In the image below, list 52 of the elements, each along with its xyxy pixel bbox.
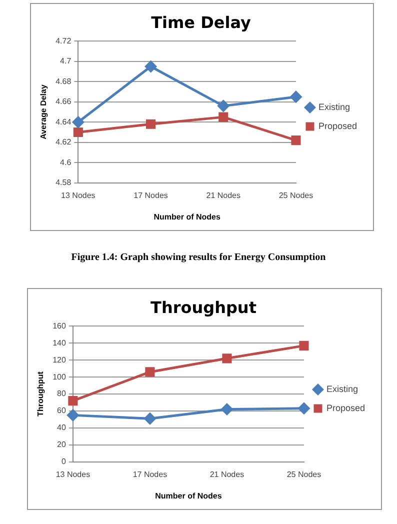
legend-label: Proposed: [326, 402, 366, 413]
y-tick-label: 4.66: [56, 97, 72, 106]
point: [218, 100, 230, 112]
x-tick-label: 25 Nodes: [278, 190, 314, 200]
y-tick-label: 160: [52, 321, 66, 330]
x-tick-label: 13 Nodes: [56, 470, 90, 479]
point: [146, 119, 156, 129]
x-axis-title: Number of Nodes: [155, 491, 222, 500]
y-tick-label: 4.58: [56, 178, 72, 188]
legend-label: Existing: [318, 102, 350, 112]
x-tick-label: 17 Nodes: [132, 470, 168, 479]
y-tick-label: 4.62: [56, 138, 72, 147]
caption: Figure 1.4: Graph showing results for Energy Consumption: [70, 252, 327, 263]
x-axis-title: Number of Nodes: [154, 212, 221, 222]
y-tick-label: 20: [57, 440, 66, 450]
y-tick-label: 40: [57, 423, 66, 432]
point: [221, 404, 233, 416]
y-tick-label: 140: [52, 338, 66, 348]
y-tick-label: 4.64: [56, 117, 72, 126]
y-tick-label: 4.7: [60, 56, 72, 66]
point: [144, 412, 156, 424]
legend-label: Existing: [326, 384, 358, 394]
point: [145, 60, 157, 72]
y-tick-label: 80: [57, 389, 66, 398]
x-tick-label: 21 Nodes: [206, 190, 240, 200]
point: [72, 116, 84, 128]
point: [67, 409, 79, 421]
x-tick-label: 25 Nodes: [286, 470, 322, 479]
y-tick-label: 4.6: [60, 158, 72, 167]
y-tick-label: 0: [61, 457, 66, 466]
point: [298, 402, 310, 414]
y-tick-label: 4.72: [56, 36, 72, 46]
point: [73, 127, 83, 138]
x-tick-label: 13 Nodes: [61, 190, 96, 200]
y-tick-label: 60: [57, 406, 66, 416]
point: [222, 354, 232, 364]
point: [290, 91, 302, 103]
x-tick-label: 21 Nodes: [210, 470, 244, 479]
y-tick-label: 100: [52, 372, 66, 382]
chart-title: Time Delay: [151, 12, 252, 32]
legend-label: Proposed: [318, 120, 358, 131]
point: [218, 112, 228, 122]
point: [299, 340, 309, 350]
point: [145, 367, 155, 377]
x-tick-label: 17 Nodes: [134, 190, 168, 200]
y-axis-title: Average Delay: [39, 84, 48, 140]
y-tick-label: 120: [52, 355, 66, 364]
point: [291, 136, 301, 146]
chart-title: Throughput: [150, 298, 257, 317]
point: [68, 396, 78, 406]
y-tick-label: 4.68: [56, 76, 72, 86]
y-axis-title: Throughput: [36, 371, 46, 416]
